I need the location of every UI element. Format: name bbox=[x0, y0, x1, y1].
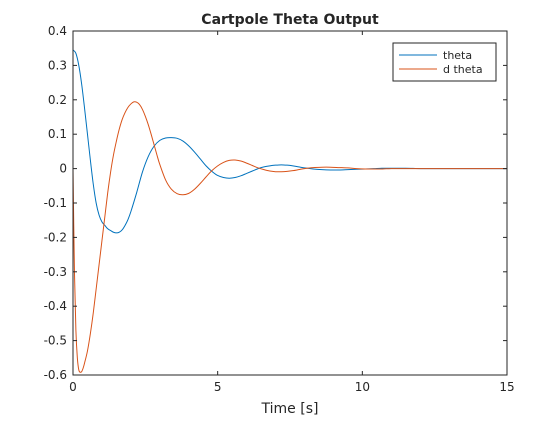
y-tick-label: 0 bbox=[59, 162, 67, 176]
y-tick-label: -0.2 bbox=[44, 230, 67, 244]
series-line-d-theta bbox=[72, 101, 507, 373]
y-tick-label: -0.1 bbox=[44, 196, 67, 210]
y-tick-label: -0.3 bbox=[44, 265, 67, 279]
x-tick-label: 0 bbox=[69, 380, 77, 394]
legend-label: theta bbox=[443, 49, 472, 62]
x-tick-label: 5 bbox=[214, 380, 222, 394]
chart-title: Cartpole Theta Output bbox=[201, 12, 379, 28]
y-tick-label: 0.1 bbox=[48, 127, 67, 141]
axes-background bbox=[73, 31, 507, 375]
y-ticks: -0.6 -0.5 -0.4 -0.3 -0.2 -0.1 0 0.1 0.2 0.3 0.4 bbox=[44, 24, 507, 382]
series-layer bbox=[72, 49, 507, 373]
x-tick-label: 15 bbox=[499, 380, 514, 394]
y-tick-label: -0.6 bbox=[44, 368, 67, 382]
x-axis-label: Time [s] bbox=[261, 401, 319, 417]
x-tick-label: 10 bbox=[355, 380, 370, 394]
y-tick-label: 0.3 bbox=[48, 58, 67, 72]
y-tick-label: -0.4 bbox=[44, 299, 67, 313]
y-tick-label: 0.2 bbox=[48, 93, 67, 107]
x-ticks: 0 5 10 15 bbox=[69, 31, 515, 394]
y-tick-label: -0.5 bbox=[44, 334, 67, 348]
y-tick-label: 0.4 bbox=[48, 24, 67, 38]
legend-label: d theta bbox=[443, 63, 483, 76]
legend-box bbox=[392, 42, 497, 82]
